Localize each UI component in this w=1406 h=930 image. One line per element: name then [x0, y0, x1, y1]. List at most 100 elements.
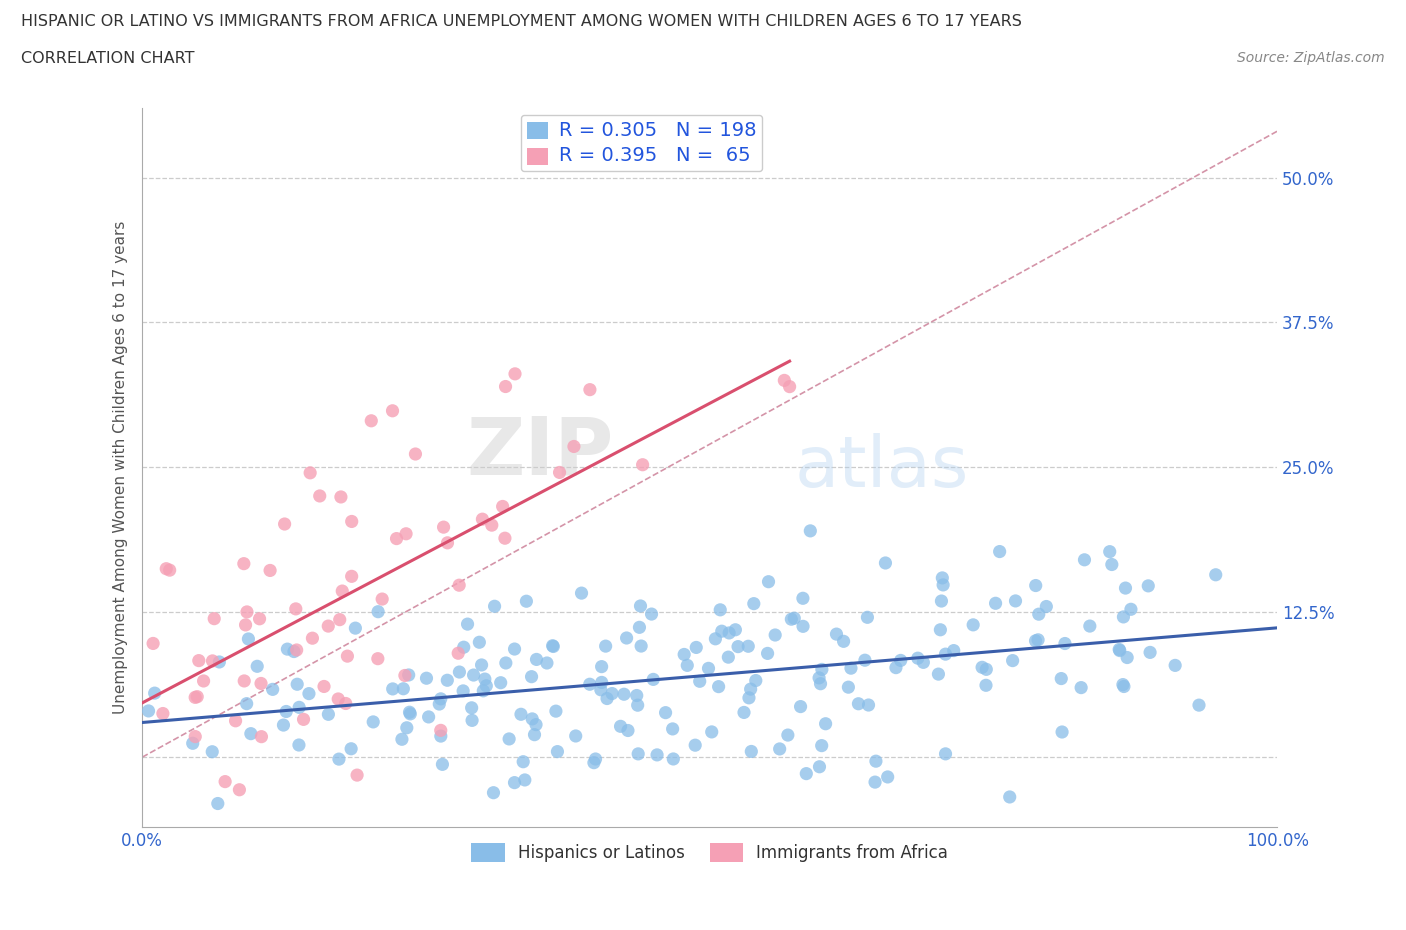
Point — [427, 697, 450, 711]
Point — [367, 604, 389, 619]
Point — [627, 698, 650, 712]
Point — [1119, 602, 1142, 617]
Point — [298, 686, 321, 701]
Point — [863, 775, 886, 790]
Point — [591, 659, 613, 674]
Point — [418, 710, 440, 724]
Point — [404, 446, 426, 461]
Point — [717, 650, 740, 665]
Point — [645, 748, 668, 763]
Point — [1073, 552, 1095, 567]
Point — [792, 591, 814, 605]
Text: CORRELATION CHART: CORRELATION CHART — [21, 51, 194, 66]
Point — [934, 747, 956, 762]
Point — [228, 782, 250, 797]
Point — [600, 686, 623, 701]
Point — [447, 645, 470, 660]
Point — [709, 603, 731, 618]
Point — [984, 596, 1007, 611]
Point — [239, 726, 262, 741]
Point — [884, 660, 907, 675]
Point — [974, 678, 997, 693]
Point — [391, 732, 413, 747]
Point — [498, 732, 520, 747]
Point — [475, 678, 498, 693]
Point — [808, 671, 831, 685]
Point — [214, 774, 236, 789]
Point — [432, 520, 454, 535]
Point — [740, 682, 762, 697]
Point — [515, 593, 537, 608]
Point — [415, 671, 437, 685]
Text: atlas: atlas — [794, 432, 969, 502]
Point — [429, 691, 451, 706]
Point — [301, 631, 323, 645]
Point — [371, 591, 394, 606]
Point — [1108, 644, 1130, 658]
Point — [1205, 567, 1227, 582]
Point — [890, 653, 912, 668]
Point — [436, 536, 458, 551]
Point — [1188, 698, 1211, 712]
Point — [495, 379, 517, 394]
Point — [934, 646, 956, 661]
Point — [546, 744, 568, 759]
Point — [385, 531, 408, 546]
Point — [143, 685, 166, 700]
Point — [481, 518, 503, 533]
Point — [780, 612, 803, 627]
Point — [1137, 578, 1160, 593]
Point — [609, 719, 631, 734]
Point — [457, 617, 479, 631]
Point — [482, 785, 505, 800]
Point — [235, 618, 257, 632]
Point — [662, 751, 685, 766]
Point — [503, 642, 526, 657]
Point — [474, 671, 496, 686]
Point — [789, 699, 811, 714]
Point — [138, 703, 160, 718]
Point — [340, 569, 363, 584]
Point — [810, 676, 832, 691]
Point — [794, 766, 817, 781]
Point — [463, 668, 485, 683]
Point — [710, 624, 733, 639]
Point — [942, 644, 965, 658]
Point — [724, 622, 747, 637]
Point — [799, 524, 821, 538]
Point — [155, 562, 177, 577]
Point — [1114, 580, 1136, 595]
Point — [360, 413, 382, 428]
Point — [201, 654, 224, 669]
Point — [579, 382, 602, 397]
Point — [745, 673, 768, 688]
Point — [832, 634, 855, 649]
Point — [236, 604, 259, 619]
Point — [398, 668, 420, 683]
Point — [503, 366, 526, 381]
Point — [184, 729, 207, 744]
Point — [673, 647, 696, 662]
Point — [336, 649, 359, 664]
Point — [536, 656, 558, 671]
Point — [564, 728, 586, 743]
Point — [394, 668, 416, 683]
Point — [193, 673, 215, 688]
Point — [449, 665, 471, 680]
Point — [773, 373, 796, 388]
Point — [1050, 671, 1073, 686]
Text: Source: ZipAtlas.com: Source: ZipAtlas.com — [1237, 51, 1385, 65]
Point — [395, 721, 418, 736]
Point — [837, 680, 859, 695]
Point — [1116, 650, 1139, 665]
Point — [962, 618, 984, 632]
Point — [292, 712, 315, 727]
Point — [398, 705, 420, 720]
Point — [316, 618, 339, 633]
Point — [972, 660, 994, 675]
Point — [856, 610, 879, 625]
Point — [733, 705, 755, 720]
Point — [792, 618, 814, 633]
Point — [451, 684, 474, 698]
Point — [779, 379, 801, 394]
